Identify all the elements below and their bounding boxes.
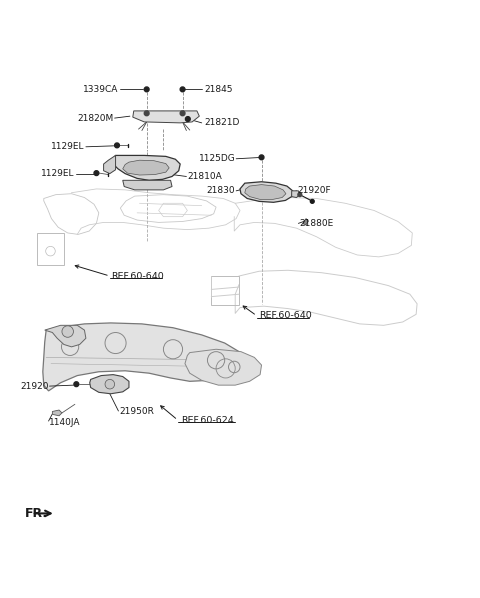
Circle shape	[298, 193, 302, 197]
Circle shape	[62, 326, 73, 337]
Text: FR.: FR.	[24, 507, 48, 520]
Circle shape	[180, 111, 185, 115]
Text: 21821D: 21821D	[204, 118, 240, 127]
Polygon shape	[303, 219, 309, 225]
Polygon shape	[52, 410, 62, 416]
Polygon shape	[43, 323, 242, 391]
Circle shape	[259, 155, 264, 160]
Polygon shape	[104, 155, 116, 173]
Circle shape	[311, 200, 314, 203]
Text: 1125DG: 1125DG	[198, 154, 235, 163]
Text: 21845: 21845	[204, 85, 233, 94]
Polygon shape	[292, 191, 300, 197]
Bar	[211, 276, 239, 305]
Text: 1140JA: 1140JA	[48, 417, 80, 426]
Circle shape	[105, 379, 115, 389]
Polygon shape	[123, 181, 172, 190]
Text: 21820M: 21820M	[77, 114, 113, 123]
Polygon shape	[240, 182, 293, 202]
Polygon shape	[185, 349, 262, 385]
Text: 21950R: 21950R	[120, 407, 154, 416]
Polygon shape	[90, 374, 129, 393]
Circle shape	[94, 171, 99, 176]
Circle shape	[74, 382, 79, 386]
Polygon shape	[45, 325, 86, 347]
Polygon shape	[113, 155, 180, 181]
Text: 21830: 21830	[206, 187, 235, 196]
Circle shape	[185, 117, 190, 121]
Text: 1129EL: 1129EL	[41, 169, 75, 178]
Text: 21810A: 21810A	[187, 172, 222, 181]
Circle shape	[115, 143, 120, 148]
Polygon shape	[133, 111, 199, 123]
Circle shape	[144, 87, 149, 91]
Polygon shape	[245, 185, 286, 200]
Text: 21920: 21920	[20, 382, 48, 390]
Text: REF.60-640: REF.60-640	[111, 271, 164, 280]
Polygon shape	[123, 160, 169, 175]
Text: 21920F: 21920F	[298, 187, 331, 196]
Circle shape	[144, 111, 149, 115]
Text: 1129EL: 1129EL	[51, 142, 84, 151]
Bar	[36, 233, 64, 264]
Text: 1339CA: 1339CA	[83, 85, 118, 94]
Text: REF.60-640: REF.60-640	[259, 311, 312, 321]
Text: 21880E: 21880E	[300, 219, 334, 228]
Text: REF.60-624: REF.60-624	[180, 416, 233, 425]
Circle shape	[180, 87, 185, 91]
